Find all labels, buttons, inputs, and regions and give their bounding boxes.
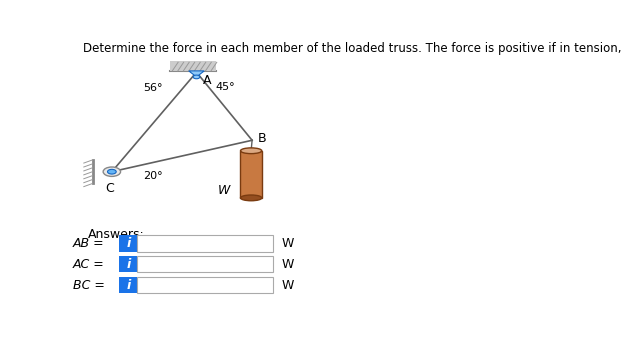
FancyBboxPatch shape — [137, 256, 273, 272]
Circle shape — [193, 75, 200, 79]
Text: AB =: AB = — [73, 237, 105, 250]
Text: W: W — [281, 237, 294, 250]
Bar — [240, 151, 261, 198]
Ellipse shape — [240, 148, 262, 154]
Text: i: i — [126, 279, 130, 292]
Bar — [170, 61, 216, 71]
Text: i: i — [126, 258, 130, 271]
Text: Answers:: Answers: — [87, 228, 144, 241]
Text: 56°: 56° — [143, 83, 163, 93]
Circle shape — [103, 167, 120, 176]
Text: 20°: 20° — [144, 171, 163, 181]
Circle shape — [107, 169, 116, 174]
Text: A: A — [203, 73, 212, 86]
FancyBboxPatch shape — [137, 235, 273, 252]
Text: B: B — [258, 133, 266, 146]
Text: BC =: BC = — [73, 279, 105, 292]
FancyBboxPatch shape — [119, 256, 137, 272]
FancyBboxPatch shape — [119, 277, 137, 293]
Text: AC =: AC = — [73, 258, 105, 271]
Text: Determine the force in each member of the loaded truss. The force is positive if: Determine the force in each member of th… — [83, 42, 624, 55]
Text: C: C — [105, 182, 114, 194]
Text: W: W — [281, 258, 294, 271]
Text: 45°: 45° — [216, 82, 235, 91]
Polygon shape — [188, 71, 204, 77]
Text: W: W — [218, 184, 230, 197]
Text: i: i — [126, 237, 130, 250]
FancyBboxPatch shape — [119, 235, 137, 252]
FancyBboxPatch shape — [137, 277, 273, 293]
Text: W: W — [281, 279, 294, 292]
Ellipse shape — [240, 195, 262, 201]
